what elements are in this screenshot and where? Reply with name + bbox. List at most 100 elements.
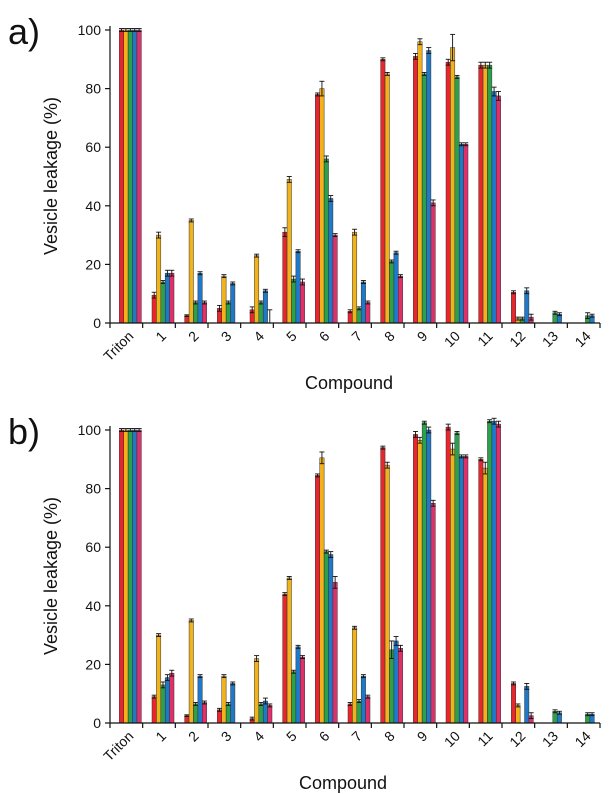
y-tick-label: 60 [85,539,101,555]
bar [478,459,484,724]
x-tick-label: Triton [100,328,136,364]
bar [119,29,124,324]
bar [132,429,138,724]
bar [384,464,390,724]
x-axis-title: Compound [299,773,387,793]
bar [356,700,362,724]
bar [295,250,301,324]
x-tick-label: 3 [218,728,235,745]
bar [360,281,366,324]
bar [511,683,516,724]
bar [282,593,288,724]
bar [286,577,292,724]
bar [221,275,227,324]
bar [417,440,423,724]
bar [188,620,194,724]
bar [160,281,166,324]
bar [398,275,403,324]
x-tick-label: 10 [441,728,463,750]
bar [511,291,516,324]
panel-label: b) [8,411,40,452]
x-tick-label: 10 [441,328,463,350]
bar [328,198,334,324]
bar [286,179,292,324]
x-tick-label: 9 [414,328,431,345]
bar [458,144,464,324]
bar [319,457,325,724]
bar [123,429,129,724]
bar [123,29,129,324]
bar [332,582,338,724]
bar [515,705,521,724]
bar [119,429,124,724]
bar [445,426,451,724]
bar [380,447,386,724]
x-tick-label: 5 [283,728,300,745]
bar [332,234,338,324]
bar [421,73,427,324]
bar [482,467,488,724]
bar [421,422,427,724]
x-tick-label: 11 [474,728,496,750]
bar [254,255,260,324]
bar [487,64,493,324]
x-tick-label: 6 [316,328,333,345]
x-tick-label: 4 [250,328,267,345]
bar [315,94,320,324]
bar [524,290,530,324]
bar [524,686,530,724]
bar [491,420,497,724]
bar [267,705,273,724]
bar [262,290,268,324]
panel-label: a) [8,11,40,52]
bar [450,448,456,724]
y-tick-label: 20 [85,656,101,672]
bar [169,272,175,324]
x-tick-label: 2 [185,328,202,345]
x-tick-label: 14 [571,328,593,350]
bar [458,456,464,724]
bar [413,56,418,324]
bar [426,50,432,324]
x-tick-label: 2 [185,728,202,745]
x-tick-label: 1 [152,728,169,745]
bar [197,675,203,724]
bar [156,234,162,324]
bar [127,429,133,724]
bar [365,696,371,724]
bar [156,634,162,724]
bar [393,252,399,324]
bar [164,677,170,724]
bar [291,278,297,324]
y-tick-label: 100 [78,22,102,38]
x-tick-label: 7 [348,328,365,345]
bar [230,283,236,324]
y-tick-label: 40 [85,198,101,214]
bar [463,144,469,324]
x-tick-label: 13 [539,728,561,750]
y-tick-label: 80 [85,481,101,497]
bar [258,703,264,724]
x-tick-label: 8 [381,328,398,345]
y-tick-label: 0 [93,715,101,731]
x-tick-label: 14 [571,728,593,750]
x-tick-label: 8 [381,728,398,745]
bar [417,41,423,324]
bar [160,684,166,724]
bar [454,432,460,724]
bar [151,294,157,324]
bar [384,73,390,324]
x-tick-label: 12 [506,728,528,750]
bar [450,47,456,324]
bar [300,656,305,724]
bar [291,671,297,724]
bar [202,702,207,724]
bar [132,29,138,324]
y-tick-label: 100 [78,422,102,438]
bar [164,272,170,324]
bar [230,683,236,724]
x-tick-label: 7 [348,728,365,745]
bar [454,76,460,324]
